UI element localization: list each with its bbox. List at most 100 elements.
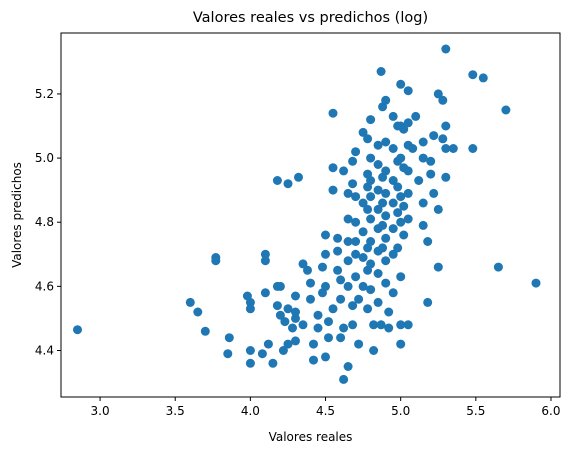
data-point-72 <box>348 179 357 188</box>
data-point-7 <box>225 333 234 342</box>
data-point-40 <box>309 340 318 349</box>
data-point-176 <box>434 263 443 272</box>
data-point-162 <box>411 112 420 121</box>
data-point-136 <box>389 288 398 297</box>
data-point-13 <box>258 349 267 358</box>
data-point-118 <box>378 221 387 230</box>
data-point-26 <box>284 179 293 188</box>
data-point-126 <box>381 256 390 265</box>
data-point-55 <box>329 304 338 313</box>
data-point-133 <box>389 199 398 208</box>
data-point-61 <box>336 333 345 342</box>
chart-title: Valores reales vs predichos (log) <box>193 10 428 26</box>
data-point-48 <box>321 282 330 291</box>
data-point-82 <box>354 340 363 349</box>
data-point-144 <box>396 154 405 163</box>
x-tick-label-1: 3.5 <box>166 404 185 418</box>
data-point-63 <box>339 324 348 333</box>
data-point-154 <box>404 86 413 95</box>
y-axis-label: Valores predichos <box>10 162 24 268</box>
data-point-122 <box>381 166 390 175</box>
data-point-88 <box>363 134 372 143</box>
data-point-76 <box>351 192 360 201</box>
data-point-39 <box>306 279 315 288</box>
data-point-152 <box>399 202 408 211</box>
data-point-64 <box>339 166 348 175</box>
data-point-18 <box>268 359 277 368</box>
data-point-147 <box>396 272 405 281</box>
data-point-30 <box>291 292 300 301</box>
data-point-10 <box>246 304 255 313</box>
data-point-41 <box>309 356 318 365</box>
data-point-16 <box>261 288 270 297</box>
data-point-81 <box>354 295 363 304</box>
data-point-142 <box>396 80 405 89</box>
data-point-178 <box>438 96 447 105</box>
data-point-70 <box>344 362 353 371</box>
data-point-37 <box>303 266 312 275</box>
data-point-45 <box>318 263 327 272</box>
y-tick-label-2: 4.8 <box>35 215 54 229</box>
data-point-166 <box>419 199 428 208</box>
data-point-149 <box>396 340 405 349</box>
data-point-15 <box>261 256 270 265</box>
data-point-17 <box>264 340 273 349</box>
points-layer <box>73 45 541 384</box>
data-point-78 <box>351 237 360 246</box>
data-point-121 <box>381 138 390 147</box>
data-point-168 <box>423 237 432 246</box>
data-point-99 <box>366 215 375 224</box>
data-point-163 <box>414 176 423 185</box>
data-point-94 <box>363 304 372 313</box>
data-point-1 <box>186 298 195 307</box>
data-point-155 <box>404 118 413 127</box>
data-point-170 <box>426 157 435 166</box>
data-point-161 <box>408 144 417 153</box>
data-point-86 <box>359 253 368 262</box>
data-point-119 <box>378 243 387 252</box>
data-point-29 <box>288 324 297 333</box>
data-point-171 <box>426 170 435 179</box>
data-point-2 <box>193 308 202 317</box>
data-point-129 <box>384 324 393 333</box>
data-point-31 <box>291 336 300 345</box>
data-point-123 <box>381 189 390 198</box>
data-point-51 <box>324 317 333 326</box>
data-point-179 <box>441 45 450 54</box>
data-point-85 <box>359 227 368 236</box>
data-point-42 <box>314 311 323 320</box>
data-point-6 <box>223 349 232 358</box>
data-point-106 <box>374 160 383 169</box>
data-point-91 <box>363 205 372 214</box>
x-tick-label-5: 5.5 <box>466 404 485 418</box>
data-point-184 <box>468 70 477 79</box>
y-tick-label-1: 4.6 <box>35 279 54 293</box>
data-point-189 <box>532 279 541 288</box>
x-axis-ticks: 3.0 3.5 4.0 4.5 5.0 5.5 6.0 <box>91 397 561 418</box>
data-point-186 <box>479 73 488 82</box>
data-point-69 <box>344 282 353 291</box>
data-point-127 <box>381 279 390 288</box>
data-point-134 <box>389 224 398 233</box>
data-point-125 <box>381 234 390 243</box>
data-point-102 <box>366 285 375 294</box>
data-point-185 <box>468 144 477 153</box>
data-point-112 <box>374 298 383 307</box>
data-point-131 <box>389 144 398 153</box>
data-point-68 <box>344 256 353 265</box>
data-point-182 <box>441 173 450 182</box>
y-axis-ticks: 4.44.64.85.05.2 <box>35 87 61 358</box>
data-point-100 <box>366 237 375 246</box>
data-point-157 <box>404 166 413 175</box>
data-point-0 <box>73 325 82 334</box>
data-point-11 <box>246 346 255 355</box>
data-point-75 <box>351 147 360 156</box>
y-tick-label-4: 5.2 <box>35 87 54 101</box>
data-point-38 <box>306 295 315 304</box>
x-tick-label-0: 3.0 <box>91 404 110 418</box>
data-point-34 <box>291 308 300 317</box>
data-point-180 <box>441 122 450 131</box>
data-point-111 <box>374 269 383 278</box>
data-point-113 <box>377 67 386 76</box>
